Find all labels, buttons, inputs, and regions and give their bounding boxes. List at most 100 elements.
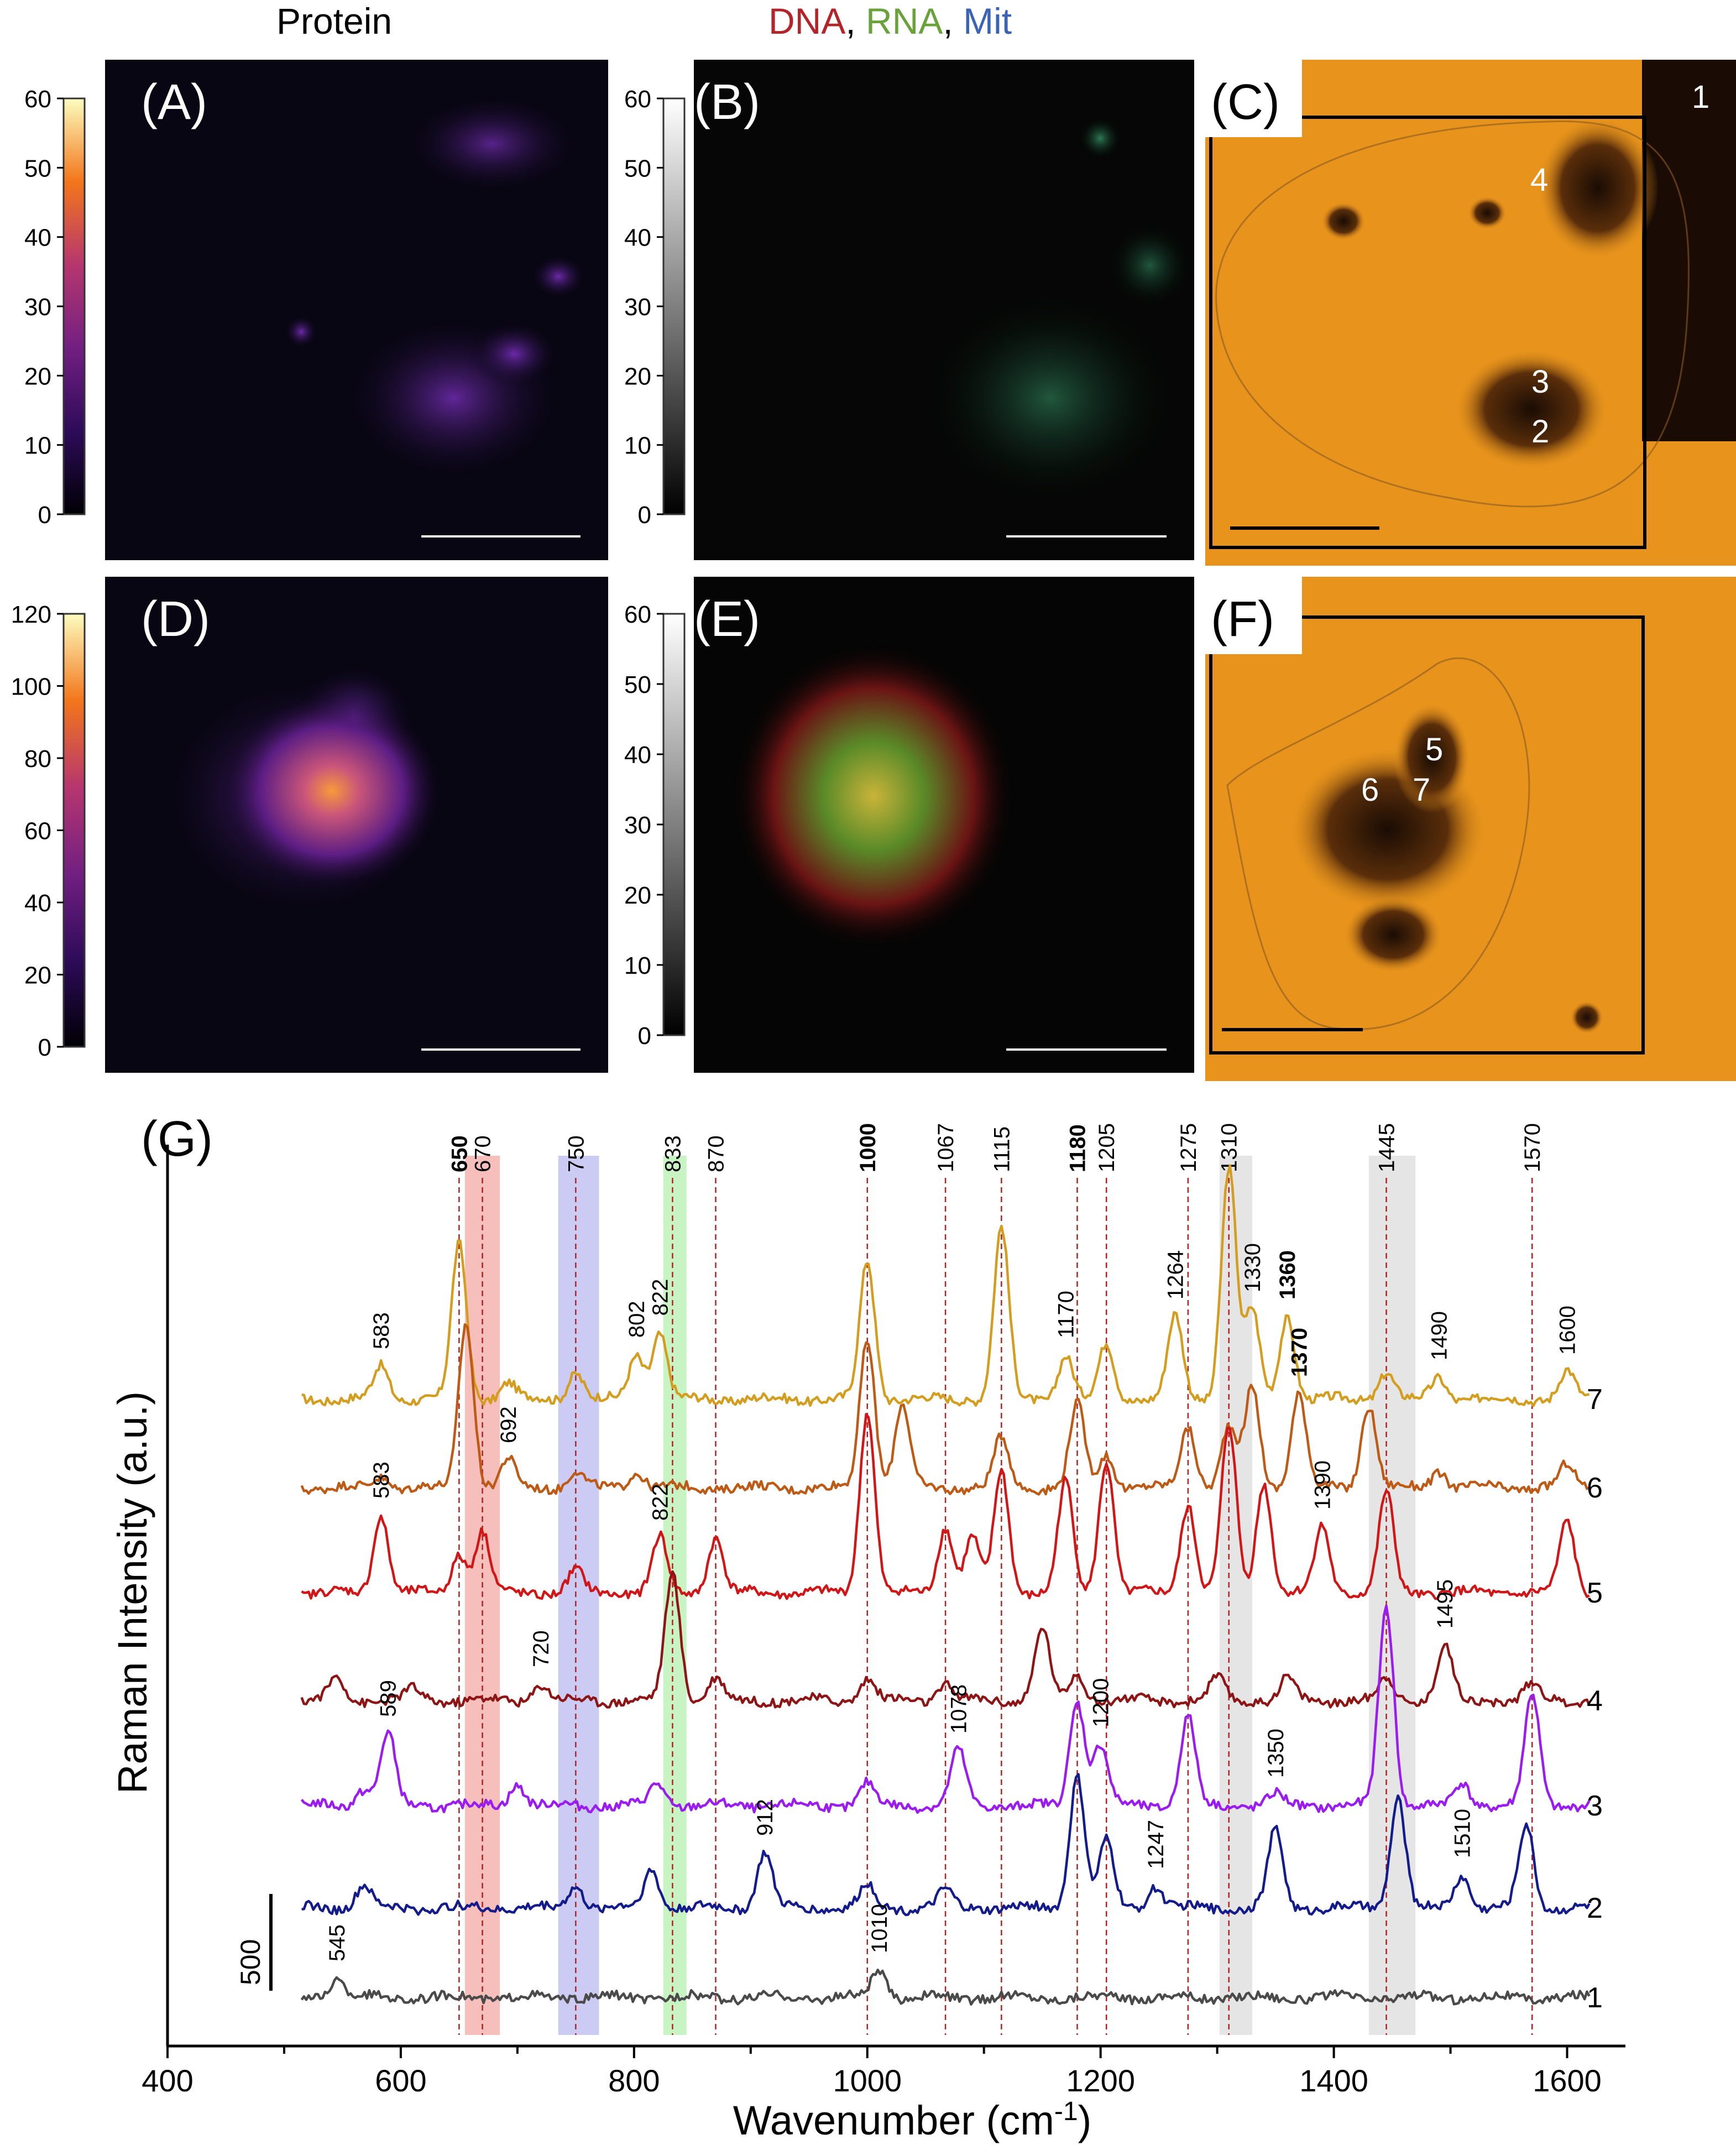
colorbar-rgb-top <box>662 97 686 515</box>
mit-label: Mit <box>963 1 1012 41</box>
colorbar-tick-label: 10 <box>24 432 51 460</box>
colorbar-tick-label: 0 <box>638 502 651 529</box>
colorbar-tick-label: 60 <box>624 601 651 628</box>
peak-annotation: 589 <box>377 1680 401 1717</box>
reference-line-label: 833 <box>661 1135 685 1172</box>
reference-line-label: 670 <box>471 1135 495 1172</box>
reference-line-label: 1205 <box>1095 1123 1119 1172</box>
panel-a-signal <box>285 94 586 481</box>
peak-annotation: 1330 <box>1241 1243 1265 1292</box>
panel-f-label: (F) <box>1211 592 1274 647</box>
spectrum-6 <box>300 1323 1590 1496</box>
reference-line-label: 650 <box>447 1135 472 1172</box>
colorbar-tick-label: 50 <box>624 155 651 182</box>
x-axis-label-sup: -1 <box>1054 2097 1078 2126</box>
reference-line-label: 1000 <box>856 1123 880 1172</box>
x-axis-tick-label: 1200 <box>1066 2063 1135 2098</box>
peak-annotation: 912 <box>753 1799 777 1836</box>
colorbar-tick-label: 20 <box>624 882 651 909</box>
peak-annotation: 1350 <box>1264 1729 1288 1778</box>
colorbar-tick-label: 20 <box>624 363 651 390</box>
rna-label: RNA <box>866 1 943 41</box>
peak-annotation: 1490 <box>1427 1311 1451 1360</box>
colorbar-tick-label: 0 <box>38 1034 51 1061</box>
peak-annotation: 1247 <box>1144 1820 1168 1869</box>
x-axis-tick-label: 1000 <box>833 2063 902 2098</box>
panel-c-label-bg <box>1202 60 1302 137</box>
spectrum-label: 6 <box>1587 1472 1603 1504</box>
colorbar-tick-label: 40 <box>624 742 651 769</box>
panel-a-label: (A) <box>141 75 207 130</box>
colorbar-tick-label: 40 <box>24 225 51 252</box>
colorbar-tick-label: 60 <box>624 86 651 113</box>
x-axis-tick-label: 1400 <box>1299 2063 1368 2098</box>
protein-header: Protein <box>276 1 393 41</box>
panel-f-scan-box <box>1209 615 1645 1055</box>
colorbar-tick-label: 50 <box>624 671 651 698</box>
panel-b-signal <box>918 116 1194 509</box>
scale-bar-500-label: 500 <box>235 1939 266 1985</box>
x-axis-label-close: ) <box>1078 2097 1092 2143</box>
spectrum-label: 1 <box>1587 1982 1603 2014</box>
colorbar-tick-label: 120 <box>11 601 51 628</box>
x-axis-tick-label: 400 <box>142 2063 193 2098</box>
channel-header: DNA, RNA, Mit <box>768 0 1012 42</box>
panel-e-label: (E) <box>694 592 760 647</box>
peak-annotation: 545 <box>325 1924 349 1961</box>
colorbar-tick-label: 60 <box>24 818 51 845</box>
peak-annotation: 822 <box>648 1279 672 1316</box>
x-axis-label-main: Wavenumber (cm <box>733 2097 1054 2143</box>
highlight-band <box>1219 1156 1252 2035</box>
highlight-band <box>1368 1156 1416 2035</box>
spectrum-label: 5 <box>1587 1577 1603 1609</box>
header-comma: , <box>943 1 964 41</box>
spectrum-1 <box>300 1969 1591 2006</box>
colorbar-tick-label: 40 <box>624 225 651 252</box>
point-label-5: 5 <box>1425 732 1443 768</box>
colorbar-tick-label: 30 <box>624 294 651 321</box>
panel-c-scan-box <box>1209 116 1646 549</box>
peak-annotation: 583 <box>369 1462 394 1499</box>
point-label-4: 4 <box>1530 162 1548 198</box>
peak-annotation: 1264 <box>1164 1250 1188 1299</box>
spectrum-3 <box>300 1604 1591 1814</box>
peak-annotation: 692 <box>496 1406 521 1443</box>
colorbar-tick-label: 30 <box>624 812 651 839</box>
header-comma: , <box>845 1 866 41</box>
reference-line-label: 1067 <box>934 1123 958 1172</box>
colorbar-tick-label: 10 <box>624 952 651 979</box>
peak-annotation: 1010 <box>867 1904 892 1953</box>
colorbar-tick-label: 100 <box>11 674 51 701</box>
point-label-3: 3 <box>1531 364 1549 400</box>
peak-annotation: 1170 <box>1054 1291 1078 1338</box>
reference-line-label: 1275 <box>1176 1123 1201 1172</box>
spectrum-label: 7 <box>1587 1384 1603 1416</box>
peak-annotation: 1370 <box>1287 1328 1311 1377</box>
peak-annotation: 1510 <box>1451 1809 1475 1858</box>
x-axis-label: Wavenumber (cm-1) <box>733 2097 1092 2144</box>
colorbar-tick-label: 20 <box>24 363 51 390</box>
point-label-7: 7 <box>1413 772 1430 808</box>
spectrum-label: 4 <box>1587 1685 1603 1717</box>
colorbar-tick-label: 0 <box>638 1022 651 1050</box>
reference-line-label: 1310 <box>1217 1123 1242 1172</box>
panel-f-label-bg <box>1202 577 1302 654</box>
panel-b-label: (B) <box>694 75 760 130</box>
x-axis-tick-label: 600 <box>375 2063 426 2098</box>
peak-annotation: 583 <box>369 1312 394 1349</box>
colorbar-protein-top <box>62 97 86 515</box>
colorbar-tick-label: 40 <box>24 890 51 917</box>
colorbar-tick-label: 0 <box>38 502 51 529</box>
colorbar-tick-label: 20 <box>24 962 51 989</box>
panel-f-dark-regions <box>1288 702 1603 1034</box>
peak-annotation: 1200 <box>1089 1678 1113 1728</box>
colorbar-tick-label: 60 <box>24 86 51 113</box>
spectrum-5 <box>301 1413 1590 1600</box>
colorbar-tick-label: 30 <box>24 294 51 321</box>
panel-c-cell-outline <box>1215 120 1690 508</box>
panel-e-signal <box>730 641 1017 951</box>
colorbar-protein-bottom <box>62 613 86 1048</box>
panel-g-label: (G) <box>141 1111 213 1167</box>
